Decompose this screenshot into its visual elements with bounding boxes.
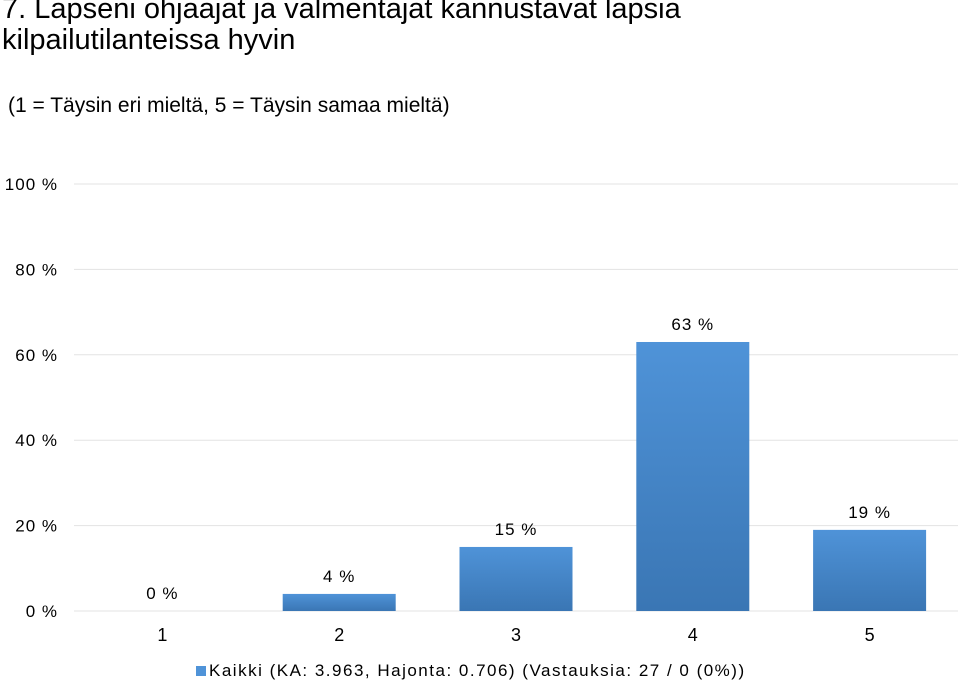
chart-subtitle: (1 = Täysin eri mieltä, 5 = Täysin samaa… [8,94,450,117]
bar-3 [459,546,573,611]
y-tick-label: 20 % [15,517,58,536]
x-tick-label: 3 [511,625,521,645]
chart-title-line1: 7. Lapseni ohjaajat ja valmentajat kannu… [2,0,681,25]
chart-title: 7. Lapseni ohjaajat ja valmentajat kannu… [2,0,681,56]
bar-2 [282,593,396,611]
y-tick-label: 80 % [15,260,58,279]
legend: Kaikki (KA: 3.963, Hajonta: 0.706) (Vast… [196,661,746,681]
y-tick-label: 0 % [26,602,58,621]
data-label-1: 0 % [146,584,178,603]
y-tick-label: 40 % [15,431,58,450]
x-tick-label: 1 [157,625,167,645]
legend-label: Kaikki (KA: 3.963, Hajonta: 0.706) (Vast… [209,661,746,680]
data-label-4: 63 % [671,315,714,334]
x-tick-label: 5 [865,625,875,645]
data-label-5: 19 % [848,503,891,522]
bar-4 [636,341,750,611]
chart-title-line2: kilpailutilanteissa hyvin [2,24,296,56]
x-tick-label: 4 [688,625,698,645]
y-tick-label: 60 % [15,346,58,365]
y-tick-label: 100 % [5,175,58,194]
data-label-3: 15 % [495,520,538,539]
bar-5 [813,529,927,611]
data-label-2: 4 % [323,567,355,586]
legend-swatch [196,666,206,676]
x-tick-label: 2 [334,625,344,645]
